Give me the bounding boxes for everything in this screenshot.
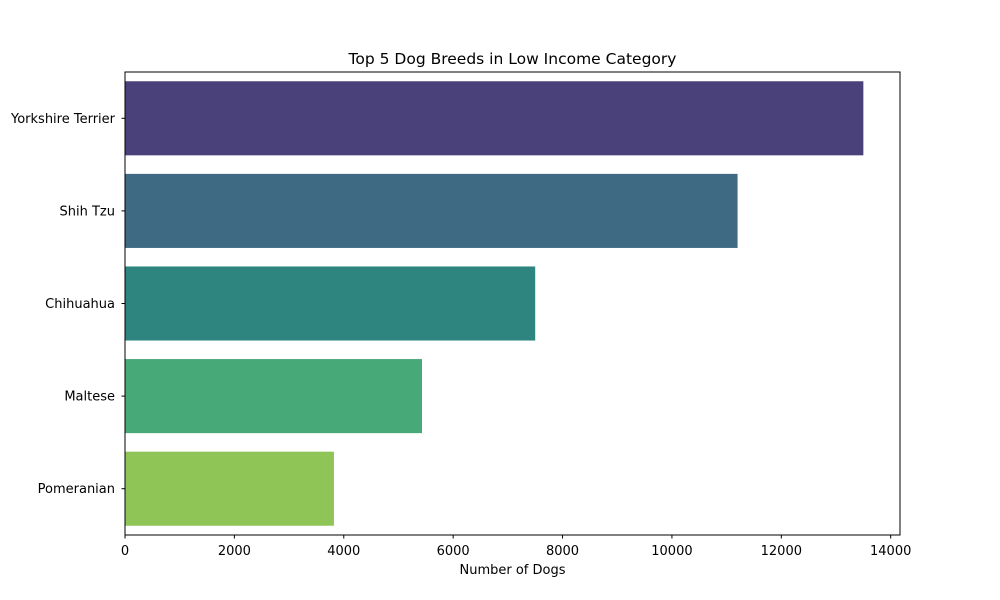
y-tick-label: Shih Tzu bbox=[60, 204, 115, 219]
bar-pomeranian bbox=[125, 451, 334, 526]
x-tick-label: 12000 bbox=[761, 544, 802, 559]
y-tick-label: Chihuahua bbox=[45, 297, 115, 312]
y-tick-label: Yorkshire Terrier bbox=[10, 112, 116, 127]
x-tick-label: 0 bbox=[121, 544, 129, 559]
y-tick-label: Maltese bbox=[64, 390, 115, 405]
x-axis-label: Number of Dogs bbox=[459, 563, 565, 578]
chart-title: Top 5 Dog Breeds in Low Income Category bbox=[348, 50, 677, 68]
bar-chihuahua bbox=[125, 266, 536, 341]
x-tick-label: 10000 bbox=[651, 544, 692, 559]
bars-layer bbox=[125, 81, 864, 526]
x-tick-label: 14000 bbox=[870, 544, 911, 559]
bar-shih-tzu bbox=[125, 173, 738, 248]
x-tick-label: 2000 bbox=[218, 544, 251, 559]
x-tick-label: 4000 bbox=[327, 544, 360, 559]
x-axis: 0 2000 4000 6000 8000 10000 12000 14000 bbox=[121, 535, 911, 559]
y-axis: Yorkshire Terrier Shih Tzu Chihuahua Maltes… bbox=[10, 112, 125, 497]
bar-yorkshire-terrier bbox=[125, 81, 864, 156]
y-tick-label: Pomeranian bbox=[38, 482, 115, 497]
bar-maltese bbox=[125, 359, 422, 434]
x-tick-label: 8000 bbox=[546, 544, 579, 559]
x-tick-label: 6000 bbox=[437, 544, 470, 559]
